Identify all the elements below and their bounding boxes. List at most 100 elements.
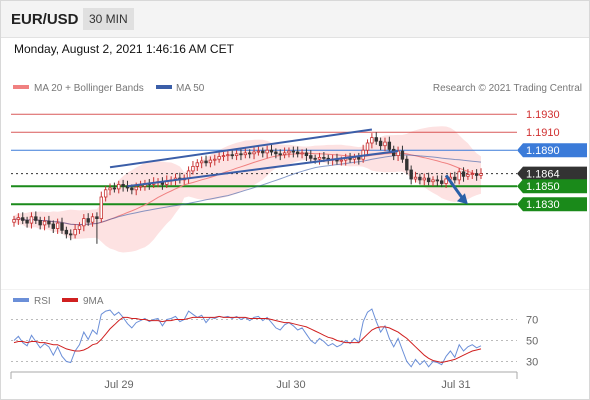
candle-body [217, 156, 221, 160]
candle-body [322, 156, 326, 159]
candle-body [457, 171, 461, 181]
candle-body [383, 141, 387, 147]
candle-body [226, 154, 230, 157]
forecast-arrow-shaft [444, 174, 466, 202]
candle-body [317, 156, 322, 160]
candle-body [295, 151, 300, 155]
candle-body [42, 220, 47, 226]
candle-body [12, 219, 16, 223]
candle-body [400, 150, 405, 160]
candle-body [479, 173, 483, 176]
candle-body [99, 196, 103, 220]
candle-body [470, 173, 474, 176]
ma50-legend-swatch [156, 85, 172, 89]
candle-body [55, 222, 60, 229]
candle-body [287, 150, 291, 154]
candle-body [426, 177, 431, 183]
rsi-tick-30: 30 [526, 357, 538, 369]
rsi-panel: RSI 9MA 70 50 30 Jul 29 Jul 30 Jul 31 [1, 289, 589, 391]
price-chart: MA 20 + Bollinger Bands MA 50 Research ©… [11, 83, 587, 253]
candle-body [60, 222, 64, 231]
candle-body [195, 162, 200, 167]
candle-body [199, 160, 204, 164]
candle-body [461, 171, 466, 177]
candle-body [357, 156, 361, 160]
candle-body [73, 228, 77, 236]
candle-body [269, 149, 274, 153]
rsi-legend-swatch [13, 298, 29, 302]
candle-body [239, 153, 243, 156]
rsi-ma-legend-label: 9MA [83, 296, 104, 307]
candle-body [278, 153, 282, 156]
candle-body [213, 158, 217, 161]
candle-body [112, 187, 117, 190]
candle-body [309, 155, 313, 159]
candle-body [103, 189, 108, 198]
candle-body [365, 142, 370, 151]
x-tick-label: Jul 29 [104, 379, 133, 391]
level-tag-1.1864 [517, 166, 587, 181]
chart-datetime: Monday, August 2, 2021 1:46:16 AM CET [14, 42, 234, 56]
candle-body [95, 216, 99, 220]
candle-body [134, 186, 138, 191]
candle-body [387, 141, 392, 150]
candle-body [444, 178, 448, 184]
ma20-legend-swatch [13, 85, 29, 89]
rsi-lines [13, 308, 482, 368]
candle-body [378, 140, 383, 147]
candle-body [77, 225, 82, 230]
candle-body [64, 229, 69, 235]
level-tag-1.1850 [517, 179, 587, 194]
candle-body [313, 157, 317, 160]
candle-body [38, 219, 42, 226]
candle-body [121, 183, 125, 187]
upper-channel-line [109, 128, 373, 169]
candle-body [304, 152, 309, 156]
candle-body [186, 170, 191, 179]
candle-body [34, 216, 38, 221]
candle-body [138, 185, 143, 188]
x-tick-label: Jul 30 [276, 379, 305, 391]
candle-body [474, 173, 479, 176]
level-label-1.1910: 1.1910 [526, 127, 560, 139]
legend: MA 20 + Bollinger Bands MA 50 Research ©… [13, 83, 582, 94]
candle-body [291, 150, 296, 153]
rsi-legend-label: RSI [34, 296, 51, 307]
x-axis: Jul 29 Jul 30 Jul 31 [10, 371, 518, 391]
chart-header: EUR/USD 30 MIN [1, 1, 589, 38]
candle-body [90, 216, 95, 223]
rsi-line [13, 308, 482, 368]
level-label-1.1930: 1.1930 [526, 109, 560, 121]
candle-body [86, 218, 90, 223]
rsi-legend: RSI 9MA [13, 296, 104, 307]
candle-body [221, 155, 226, 158]
candle-body [370, 137, 374, 144]
candle-body [47, 220, 51, 225]
candle-body [453, 176, 457, 181]
candle-body [374, 137, 378, 142]
level-tag-1.1830 [517, 197, 587, 212]
candle-body [21, 217, 25, 221]
candle-body [282, 152, 287, 156]
level-label-1.1864: 1.1864 [526, 169, 560, 181]
candle-body [300, 152, 304, 155]
candle-body [265, 149, 269, 154]
candle-body [339, 159, 344, 162]
candle-body [117, 183, 121, 190]
candle-body [243, 152, 248, 156]
candle-body [274, 151, 278, 155]
candle-body [405, 158, 409, 171]
candle-body [191, 165, 195, 172]
candle-body [409, 169, 413, 180]
candle-body [25, 219, 29, 224]
ma20-legend-label: MA 20 + Bollinger Bands [34, 83, 144, 94]
candle-body [261, 150, 265, 154]
timeframe-badge[interactable]: 30 MIN [83, 8, 134, 30]
rsi-tick-50: 50 [526, 336, 538, 348]
candle-body [435, 179, 440, 182]
candle-body [422, 177, 426, 181]
candle-body [418, 176, 422, 181]
level-label-1.1890: 1.1890 [526, 145, 560, 157]
candle-body [51, 223, 55, 229]
